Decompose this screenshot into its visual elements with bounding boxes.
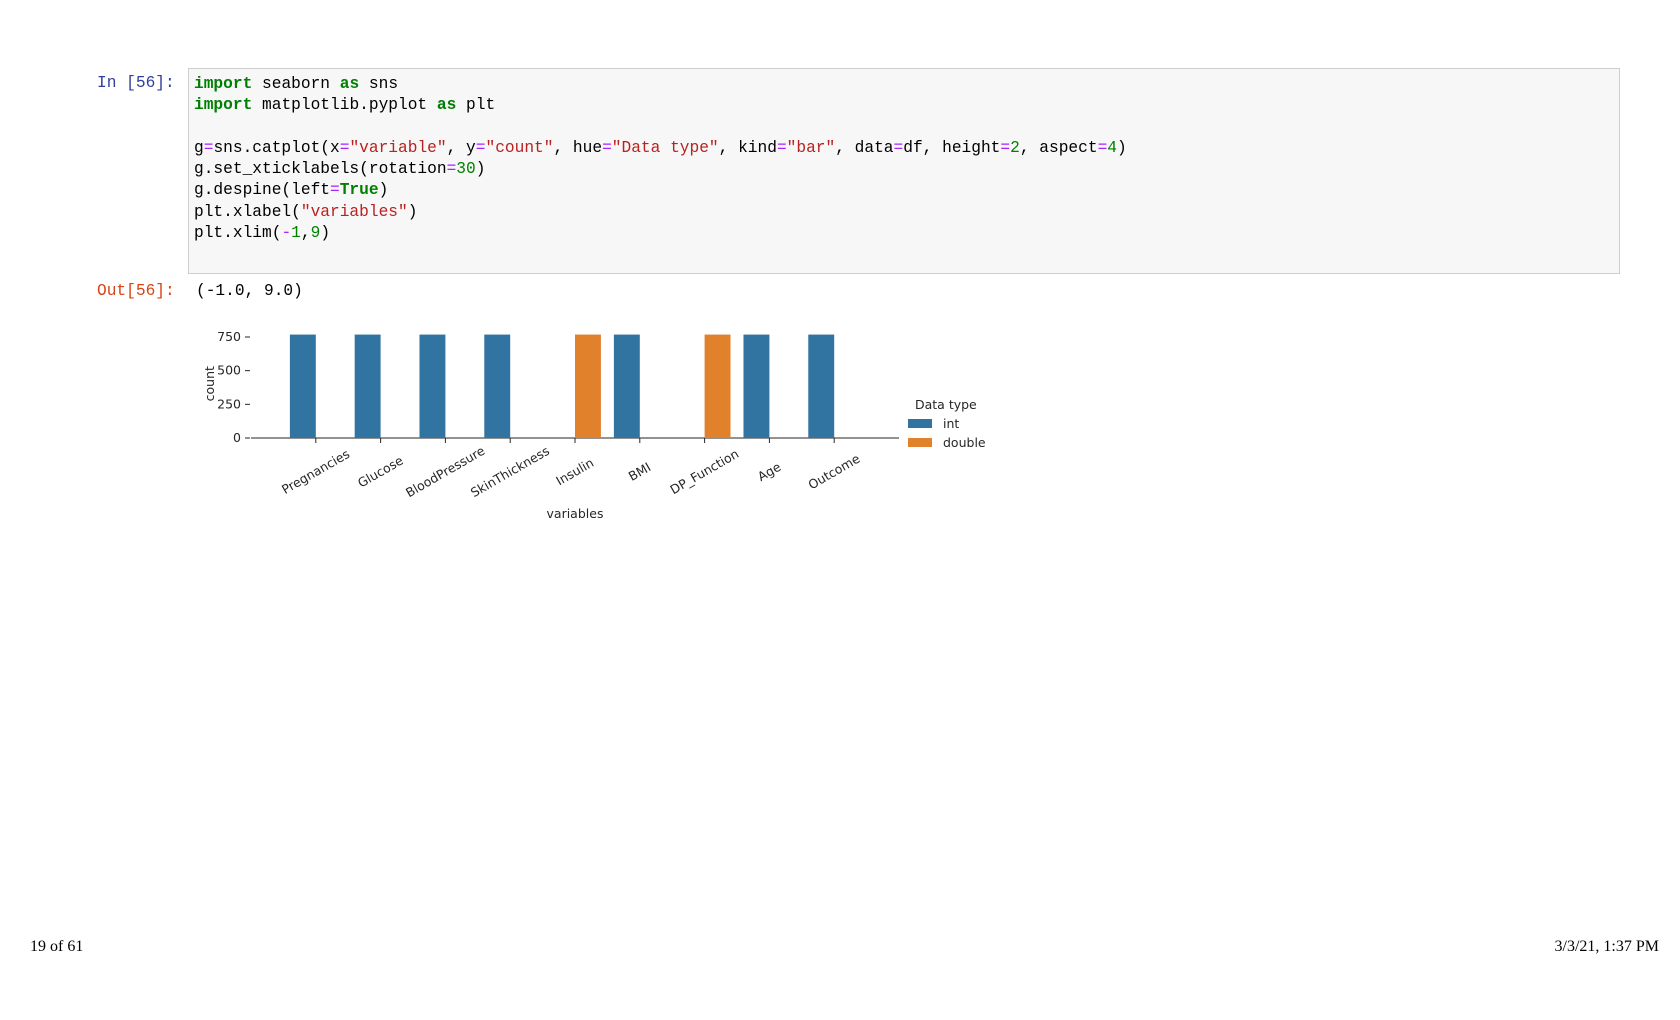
legend-label: double [943, 435, 986, 450]
code-token: 2 [1010, 138, 1020, 157]
code-token: = [776, 138, 787, 157]
code-token: plt.xlim( [194, 224, 282, 243]
code-token: , y [446, 138, 476, 157]
code-line: plt.xlabel("variables") [194, 202, 1127, 223]
legend-swatch [908, 419, 932, 428]
code-token: "variable" [349, 138, 447, 157]
code-token: ) [1117, 138, 1127, 157]
bar [613, 334, 640, 438]
bar [704, 334, 731, 438]
code-token: "count" [485, 138, 554, 157]
timestamp: 3/3/21, 1:37 PM [1554, 938, 1659, 955]
code-token: = [1000, 138, 1011, 157]
bar [808, 334, 835, 438]
code-line: g.despine(left=True) [194, 180, 1127, 201]
bar [419, 334, 446, 438]
out-prompt: Out[56]: [97, 282, 175, 300]
code-token: = [602, 138, 612, 157]
code-token: = [475, 138, 486, 157]
code-token: as [436, 96, 457, 115]
code-token: True [339, 181, 379, 200]
bar [354, 334, 381, 438]
legend-title: Data type [915, 397, 977, 412]
x-tick-label: DP_Function [667, 446, 741, 497]
code-token: , aspect [1019, 138, 1098, 157]
code-token: , hue [553, 138, 603, 157]
code-token: plt [456, 96, 496, 115]
code-token: import [194, 75, 253, 93]
code-line: import seaborn as sns [194, 74, 1127, 95]
code-token: df, height [903, 138, 1001, 157]
code-token: - [281, 224, 292, 243]
code-token: = [893, 138, 904, 157]
code-token: "bar" [786, 138, 836, 157]
code-token: sns.catplot(x [213, 138, 340, 157]
y-axis-label: count [202, 366, 217, 401]
code-token: as [339, 75, 360, 93]
bar [743, 334, 770, 438]
legend-swatch [908, 438, 932, 447]
page-number: 19 of 61 [30, 938, 84, 955]
x-tick-label: Age [755, 459, 784, 484]
bar [575, 334, 601, 438]
x-tick-label: Pregnancies [279, 446, 352, 497]
legend-label: int [943, 416, 959, 431]
code-line: plt.xlim(-1,9) [194, 223, 1127, 244]
code-token: "variables" [300, 202, 408, 221]
code-token: 4 [1107, 138, 1117, 157]
x-tick-label: BMI [626, 459, 653, 484]
bar [289, 334, 316, 438]
output-text: (-1.0, 9.0) [196, 282, 303, 300]
x-tick-label: Insulin [553, 455, 596, 488]
code-token: g.set_xticklabels(rotation [194, 160, 447, 179]
x-axis-label: variables [547, 506, 604, 521]
x-tick-label: Outcome [805, 451, 862, 493]
code-line: import matplotlib.pyplot as plt [194, 95, 1127, 116]
code-token: = [446, 160, 457, 179]
code-token: 1 [291, 224, 301, 243]
code-token: matplotlib.pyplot [252, 96, 437, 115]
code-token: , data [835, 138, 894, 157]
code-token: seaborn [252, 75, 340, 93]
code-token: = [339, 138, 350, 157]
code-token: , [300, 224, 311, 243]
x-tick-label: Glucose [355, 452, 406, 490]
y-tick-label: 0 [233, 430, 241, 445]
code-token: sns [359, 75, 399, 93]
code-token: ) [475, 160, 486, 179]
code: import seaborn as sns import matplotlib.p… [194, 74, 1127, 244]
code-token: = [1097, 138, 1108, 157]
code-token: 9 [310, 224, 321, 243]
code-token: ) [407, 202, 418, 221]
code-token: = [330, 181, 340, 200]
code-token: g.despine(left [194, 181, 330, 200]
code-line: g.set_xticklabels(rotation=30) [194, 159, 1127, 180]
code-token: = [203, 138, 214, 157]
code-token: 30 [456, 160, 476, 179]
code-line: g=sns.catplot(x="variable", y="count", h… [194, 138, 1127, 159]
in-prompt: In [56]: [97, 74, 175, 92]
code-token: import [194, 96, 253, 115]
y-tick-label: 500 [217, 363, 241, 378]
bar [484, 334, 511, 438]
code-token: "Data type" [611, 138, 719, 157]
code-token: , kind [718, 138, 777, 157]
code-token: ) [378, 181, 389, 200]
code-cell[interactable] [188, 68, 1620, 274]
code-token: plt.xlabel( [194, 202, 301, 221]
y-tick-label: 250 [217, 396, 241, 411]
code-token: ) [320, 224, 331, 243]
code-token: g [194, 138, 204, 157]
y-tick-label: 750 [217, 329, 241, 344]
